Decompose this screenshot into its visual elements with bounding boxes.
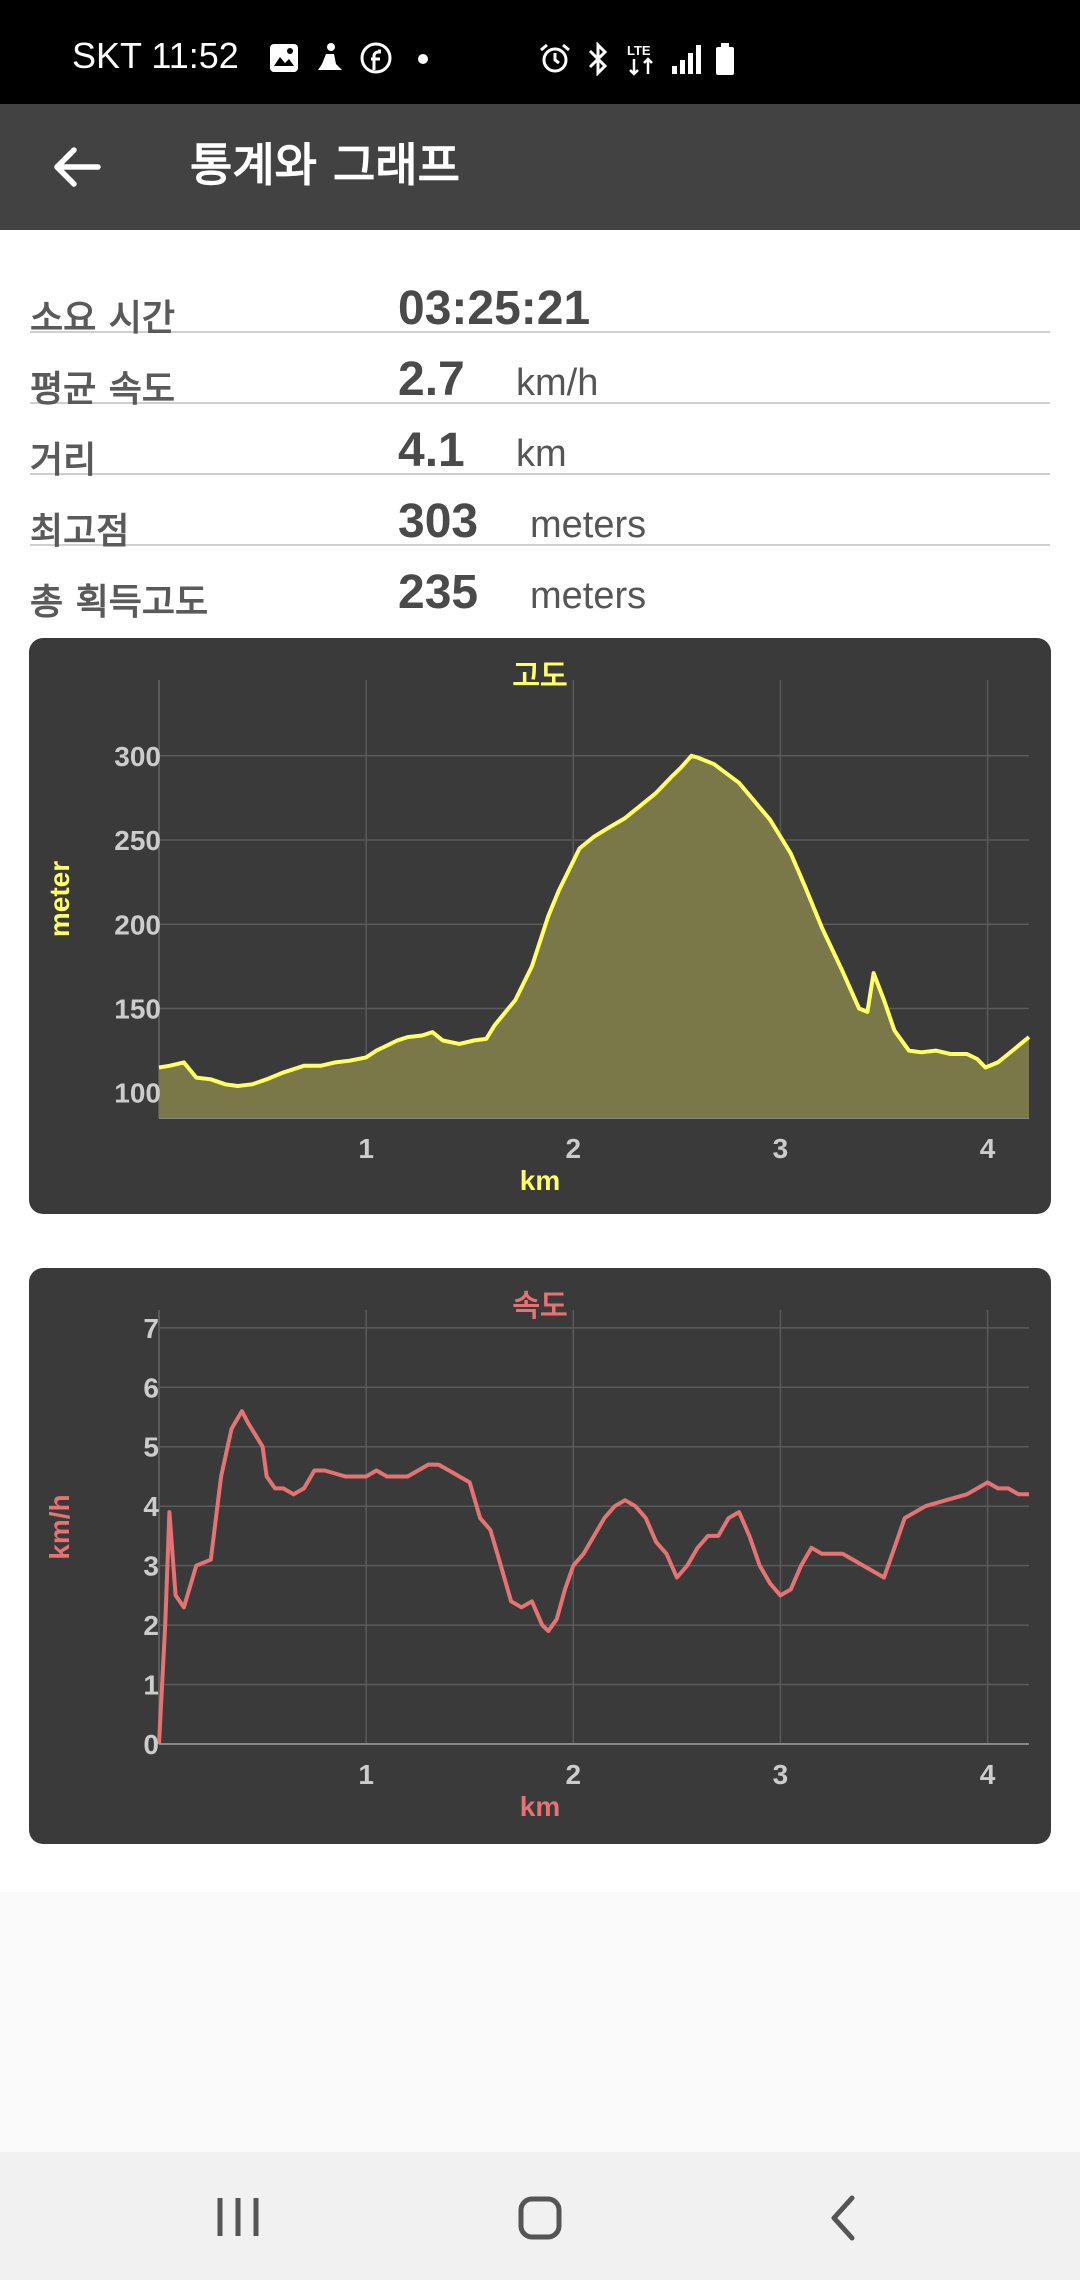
- stat-value: 4.1: [398, 424, 465, 477]
- altitude-chart-card: 100 150 200 250 300 1 2 3 4 고도 km meter: [29, 638, 1051, 1214]
- stat-label: 최고점: [30, 511, 130, 552]
- bluetooth-icon: [588, 42, 608, 76]
- x-tick-label: 4: [980, 1133, 996, 1164]
- speed-line: [157, 1409, 1029, 1745]
- stat-label: 거리: [30, 440, 97, 481]
- hiking-icon: [318, 43, 342, 70]
- chart-title: 속도: [512, 1289, 567, 1324]
- y-tick-label: 200: [114, 909, 161, 940]
- altitude-line: [158, 753, 1031, 1088]
- x-tick-label: 3: [773, 1133, 789, 1164]
- status-carrier-time: SKT 11:52: [72, 35, 239, 76]
- stat-row-duration: 소요 시간 03:25:21: [30, 261, 1050, 339]
- altitude-area-fill: [159, 755, 1029, 1118]
- speed-chart-card: 0 1 2 3 4 5 6 7 1 2 3 4 속도 km km/h: [29, 1268, 1051, 1844]
- signal-icon: [672, 45, 701, 74]
- x-tick-label: 4: [980, 1759, 996, 1790]
- stat-value: 2.7: [398, 353, 465, 406]
- y-tick-label: 250: [114, 825, 161, 856]
- y-tick-label: 6: [143, 1372, 159, 1403]
- facebook-icon: [360, 42, 392, 74]
- y-tick-label: 4: [143, 1491, 159, 1522]
- alarm-icon: [540, 43, 570, 73]
- page-title: 통계와 그래프: [190, 138, 460, 192]
- gallery-icon: [270, 44, 298, 72]
- x-tick-label: 2: [565, 1759, 581, 1790]
- y-tick-label: 1: [143, 1670, 159, 1701]
- status-bar: SKT 11:52 LTE: [0, 0, 1080, 104]
- y-tick-label: 300: [114, 741, 161, 772]
- home-icon[interactable]: [500, 2178, 580, 2258]
- stat-unit: km: [516, 433, 567, 475]
- recent-apps-icon[interactable]: [198, 2178, 278, 2258]
- chart-title: 고도: [512, 659, 567, 694]
- stat-unit: km/h: [516, 362, 599, 404]
- y-axis-label: meter: [44, 861, 75, 937]
- stat-row-total-gain: 총 획득고도 235 meters: [30, 545, 1050, 623]
- stat-label: 총 획득고도: [30, 582, 209, 623]
- stat-row-distance: 거리 4.1 km: [30, 403, 1050, 481]
- navigation-bar: [0, 2152, 1080, 2280]
- y-tick-label: 0: [143, 1729, 159, 1760]
- x-axis-label: km: [520, 1165, 560, 1196]
- stat-label: 평균 속도: [30, 369, 176, 410]
- y-axis-label: km/h: [44, 1494, 75, 1559]
- lte-icon: LTE: [627, 43, 653, 76]
- y-tick-label: 150: [114, 994, 161, 1025]
- y-tick-label: 5: [143, 1432, 159, 1463]
- x-tick-label: 1: [358, 1133, 374, 1164]
- stats-content: 소요 시간 03:25:21 평균 속도 2.7 km/h 거리 4.1 km …: [0, 230, 1080, 1892]
- back-icon[interactable]: [804, 2178, 884, 2258]
- x-tick-label: 2: [565, 1133, 581, 1164]
- stat-unit: meters: [530, 575, 647, 617]
- y-tick-label: 3: [143, 1551, 159, 1582]
- stat-value: 235: [398, 566, 479, 619]
- x-tick-label: 3: [773, 1759, 789, 1790]
- dot-icon: [418, 54, 428, 64]
- x-axis-label: km: [520, 1791, 560, 1822]
- y-tick-label: 100: [114, 1078, 161, 1109]
- stat-value: 03:25:21: [398, 282, 591, 335]
- back-arrow-icon[interactable]: [44, 134, 110, 200]
- stat-value: 303: [398, 495, 479, 548]
- x-tick-label: 1: [358, 1759, 374, 1790]
- y-tick-label: 7: [143, 1313, 159, 1344]
- stat-label: 소요 시간: [30, 298, 176, 339]
- stat-unit: meters: [530, 504, 647, 546]
- altitude-chart: 100 150 200 250 300 1 2 3 4 고도 km meter: [44, 659, 1031, 1196]
- battery-icon: [716, 43, 734, 75]
- stat-row-avg-speed: 평균 속도 2.7 km/h: [30, 332, 1050, 410]
- app-bar: 통계와 그래프: [0, 104, 1080, 230]
- y-tick-label: 2: [143, 1610, 159, 1641]
- speed-chart: 0 1 2 3 4 5 6 7 1 2 3 4 속도 km km/h: [44, 1289, 1029, 1822]
- stat-row-max-altitude: 최고점 303 meters: [30, 474, 1050, 552]
- svg-text:LTE: LTE: [627, 43, 651, 58]
